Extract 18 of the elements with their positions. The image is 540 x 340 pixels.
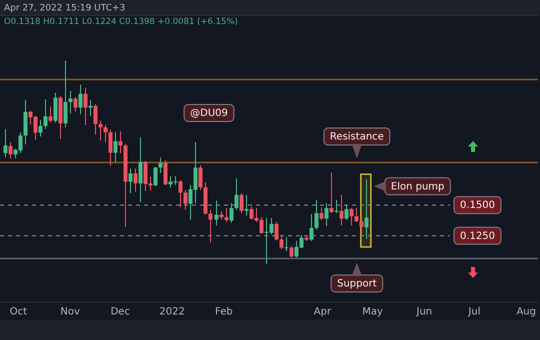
band-label: Elon pump <box>390 181 444 192</box>
x-tick-label: Jun <box>416 306 432 318</box>
x-tick-label: Feb <box>215 306 233 318</box>
x-tick-label: Apr <box>314 306 332 318</box>
x-tick-label: 2022 <box>159 306 185 318</box>
x-tick-label: Nov <box>60 306 80 318</box>
y-tick-label: 0.1250 <box>460 230 495 242</box>
x-tick-label: Aug <box>516 306 536 318</box>
x-tick-label: May <box>362 306 383 318</box>
ref-line-label: Resistance <box>330 132 384 143</box>
ref-line-label: Support <box>337 278 377 290</box>
chart-subtitle: Apr 27, 2022 15:19 UTC+3 <box>4 3 126 14</box>
annotation: @DU09 <box>190 108 228 120</box>
x-tick-label: Dec <box>110 306 130 318</box>
x-tick-label: Oct <box>10 306 28 318</box>
x-tick-label: Jul <box>467 306 480 318</box>
annotation: O0.1318 H0.1711 L0.1224 C0.1398 +0.0081 (+6.15%) <box>4 17 238 28</box>
y-tick-label: 0.1500 <box>460 200 495 212</box>
